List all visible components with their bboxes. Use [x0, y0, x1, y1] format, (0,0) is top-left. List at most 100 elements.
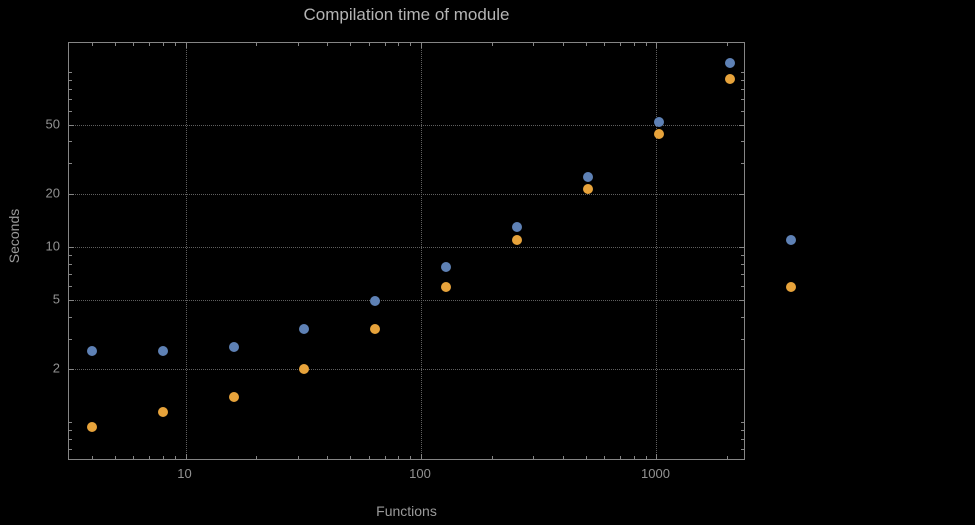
- data-point: [653, 116, 664, 127]
- x-tick-mirror: [633, 43, 635, 46]
- y-tick: [69, 449, 72, 451]
- y-tick: [69, 299, 74, 301]
- y-gridline: [69, 246, 744, 248]
- data-point: [86, 345, 97, 356]
- x-tick-mirror: [327, 43, 329, 46]
- y-tick-mirror: [739, 194, 744, 196]
- y-tick-mirror: [741, 449, 744, 451]
- x-tick: [585, 456, 587, 459]
- x-tick-mirror: [619, 43, 621, 46]
- y-tick-mirror: [741, 71, 744, 73]
- x-tick: [533, 456, 535, 459]
- data-point: [583, 183, 593, 194]
- x-tick: [491, 456, 493, 459]
- x-tick: [174, 456, 176, 459]
- legend-marker-series-1: [786, 235, 796, 245]
- x-tick: [604, 456, 606, 459]
- y-tick-mirror: [741, 285, 744, 287]
- x-tick-mirror: [368, 43, 370, 46]
- y-tick: [69, 422, 72, 424]
- data-point: [724, 73, 735, 84]
- y-tick: [69, 246, 74, 248]
- y-tick-mirror: [739, 299, 744, 301]
- y-tick: [69, 98, 72, 100]
- x-tick: [645, 456, 647, 459]
- y-tick-mirror: [739, 369, 744, 371]
- y-tick-label: 2: [52, 360, 60, 376]
- y-tick-mirror: [741, 274, 744, 276]
- y-tick: [69, 88, 72, 90]
- data-point: [370, 296, 381, 307]
- data-point: [512, 234, 523, 245]
- y-tick-label: 10: [45, 238, 60, 254]
- x-tick: [562, 456, 564, 459]
- x-tick-label: 1000: [641, 466, 670, 481]
- x-tick-mirror: [645, 43, 647, 46]
- legend: [786, 235, 796, 292]
- x-tick-mirror: [533, 43, 535, 46]
- x-tick: [327, 456, 329, 459]
- y-tick: [69, 285, 72, 287]
- x-tick: [91, 456, 93, 459]
- x-tick: [633, 456, 635, 459]
- x-gridline: [656, 43, 658, 459]
- y-tick-mirror: [741, 439, 744, 441]
- y-tick-mirror: [741, 163, 744, 165]
- x-tick-label: 10: [177, 466, 192, 481]
- x-tick-label: 100: [409, 466, 431, 481]
- x-gridline: [420, 43, 422, 459]
- y-gridline: [69, 194, 744, 196]
- x-gridline: [185, 43, 187, 459]
- data-point: [653, 129, 664, 140]
- data-point: [228, 391, 239, 402]
- y-tick: [69, 263, 72, 265]
- plot-area: [68, 42, 745, 460]
- x-tick-mirror: [149, 43, 151, 46]
- y-gridline: [69, 369, 744, 371]
- x-tick: [185, 454, 187, 459]
- legend-marker-series-2: [786, 282, 796, 292]
- x-tick-mirror: [410, 43, 412, 46]
- y-tick-mirror: [741, 79, 744, 81]
- x-tick-mirror: [174, 43, 176, 46]
- y-tick-mirror: [741, 430, 744, 432]
- y-tick: [69, 79, 72, 81]
- y-tick: [69, 194, 74, 196]
- data-point: [86, 421, 97, 432]
- x-tick: [133, 456, 135, 459]
- x-tick-mirror: [297, 43, 299, 46]
- y-tick-label: 50: [45, 116, 60, 132]
- x-tick-mirror: [420, 43, 422, 48]
- y-tick-mirror: [739, 246, 744, 248]
- y-gridline: [69, 124, 744, 126]
- y-tick: [69, 316, 72, 318]
- x-tick: [256, 456, 258, 459]
- x-tick: [727, 456, 729, 459]
- data-point: [157, 345, 168, 356]
- x-tick: [619, 456, 621, 459]
- y-tick: [69, 110, 72, 112]
- y-tick-mirror: [739, 124, 744, 126]
- data-point: [157, 407, 168, 418]
- y-tick-mirror: [741, 422, 744, 424]
- data-point: [370, 324, 381, 335]
- data-point: [724, 58, 735, 69]
- y-tick-mirror: [741, 254, 744, 256]
- x-tick-mirror: [491, 43, 493, 46]
- x-tick: [384, 456, 386, 459]
- x-tick-mirror: [398, 43, 400, 46]
- data-point: [441, 282, 452, 293]
- data-point: [299, 324, 310, 335]
- x-tick-mirror: [562, 43, 564, 46]
- x-tick-mirror: [350, 43, 352, 46]
- x-tick-mirror: [185, 43, 187, 48]
- y-tick: [69, 254, 72, 256]
- x-tick: [420, 454, 422, 459]
- x-tick: [656, 454, 658, 459]
- y-tick: [69, 338, 72, 340]
- x-tick: [398, 456, 400, 459]
- data-point: [441, 261, 452, 272]
- x-tick-mirror: [384, 43, 386, 46]
- y-tick-mirror: [741, 141, 744, 143]
- x-tick: [114, 456, 116, 459]
